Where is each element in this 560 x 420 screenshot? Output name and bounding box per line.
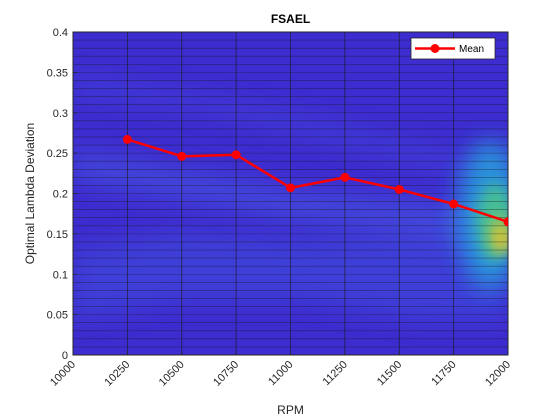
x-tick-label: 10750 — [211, 359, 241, 389]
legend-marker-swatch — [430, 44, 440, 53]
y-tick-label: 0.4 — [53, 27, 68, 39]
x-axis-ticks: 10000 10250 10500 10750 11000 11250 11500 11750… — [48, 351, 513, 389]
heatmap-hotspot — [497, 231, 508, 249]
data-point-marker — [231, 150, 241, 160]
data-point-marker — [177, 151, 187, 161]
y-axis-title: Optimal Lambda Deviation — [23, 123, 37, 264]
y-tick-label: 0.05 — [47, 310, 68, 322]
y-tick-label: 0.1 — [53, 269, 68, 281]
x-tick-label: 10250 — [102, 359, 132, 389]
data-point-marker — [449, 199, 459, 209]
data-point-marker — [122, 134, 132, 144]
x-tick-label: 10000 — [48, 359, 78, 389]
data-point-marker — [286, 183, 295, 193]
y-tick-label: 0 — [62, 350, 68, 362]
x-axis-title: RPM — [277, 403, 304, 417]
grid-lines — [72, 31, 509, 356]
x-tick-label: 11500 — [375, 359, 405, 389]
data-point-marker — [340, 172, 350, 182]
data-point-marker — [503, 217, 508, 227]
x-tick-label: 11250 — [320, 359, 350, 389]
plot-area — [72, 31, 509, 356]
x-tick-label: 10500 — [157, 359, 187, 389]
y-axis-ticks: 0 0.05 0.1 0.15 0.2 0.25 0.3 0.35 0.4 — [47, 27, 77, 362]
legend: Mean — [410, 37, 496, 60]
y-tick-label: 0.35 — [47, 67, 68, 79]
x-tick-label: 12000 — [483, 359, 513, 389]
legend-label: Mean — [459, 44, 484, 55]
data-point-marker — [394, 184, 404, 194]
y-tick-label: 0.25 — [47, 148, 68, 160]
y-tick-label: 0.2 — [53, 189, 68, 201]
series-line-mean — [127, 138, 508, 223]
x-tick-label: 11000 — [266, 359, 296, 389]
x-tick-label: 11750 — [429, 359, 459, 389]
y-tick-label: 0.3 — [53, 108, 68, 120]
series-layer — [122, 134, 508, 227]
chart-title: FSAEL — [271, 12, 310, 26]
y-tick-label: 0.15 — [47, 229, 68, 241]
